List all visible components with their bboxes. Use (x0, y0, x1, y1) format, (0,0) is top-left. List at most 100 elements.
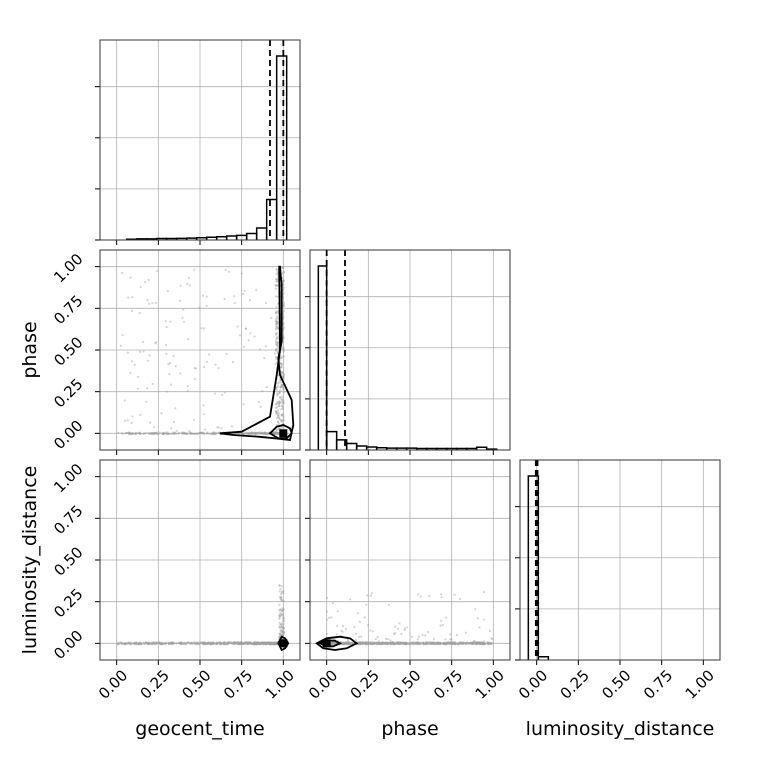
sample-point (255, 642, 258, 646)
sample-point (247, 432, 250, 435)
sample-point (264, 642, 267, 645)
sample-point (275, 305, 278, 308)
sample-point (328, 616, 331, 619)
sample-point (128, 432, 131, 435)
sample-point (155, 269, 159, 272)
sample-point (202, 431, 205, 434)
sample-point (139, 350, 142, 353)
sample-point (274, 410, 278, 413)
sample-point (271, 642, 274, 645)
sample-point (426, 641, 429, 644)
sample-point (403, 627, 407, 630)
sample-point (282, 337, 285, 340)
sample-point (222, 641, 226, 644)
sample-point (177, 642, 180, 645)
sample-point (170, 642, 173, 645)
sample-point (214, 432, 217, 436)
sample-point (126, 642, 129, 645)
sample-point (226, 643, 229, 646)
sample-point (174, 407, 177, 410)
sample-point (124, 643, 127, 646)
sample-point (280, 419, 283, 422)
sample-point (400, 632, 403, 636)
sample-point (238, 334, 242, 337)
sample-point (154, 641, 157, 644)
sample-point (279, 623, 283, 626)
sample-point (279, 613, 282, 617)
sample-point (282, 626, 285, 630)
sample-point (247, 433, 250, 436)
sample-point (264, 345, 267, 348)
sample-point (220, 427, 223, 430)
sample-point (281, 383, 284, 387)
sample-point (241, 432, 244, 435)
sample-point (260, 431, 263, 435)
sample-point (263, 357, 266, 360)
sample-point (168, 642, 171, 645)
sample-point (198, 432, 201, 435)
sample-point (273, 641, 276, 644)
sample-point (274, 283, 278, 286)
sample-point (230, 641, 233, 644)
sample-point (282, 310, 285, 313)
sample-point (430, 642, 434, 646)
sample-point (218, 643, 221, 646)
sample-point (275, 321, 278, 324)
sample-point (144, 281, 147, 284)
sample-point (200, 431, 203, 434)
sample-point (158, 431, 161, 434)
sample-point (279, 623, 282, 626)
sample-point (223, 297, 226, 301)
sample-point (182, 642, 185, 646)
sample-point (223, 643, 226, 646)
sample-point (179, 642, 182, 645)
sample-point (281, 407, 284, 410)
sample-point (277, 415, 280, 418)
sample-point (124, 642, 127, 645)
sample-point (266, 642, 269, 645)
sample-point (223, 643, 226, 646)
sample-point (275, 287, 278, 290)
sample-point (268, 641, 271, 644)
sample-point (280, 598, 283, 601)
sample-point (163, 642, 166, 645)
sample-point (135, 432, 138, 435)
sample-point (275, 431, 278, 434)
sample-point (280, 591, 283, 594)
sample-point (198, 431, 201, 434)
sample-point (139, 413, 142, 416)
sample-point (400, 642, 403, 645)
sample-point (481, 642, 484, 646)
sample-point (282, 355, 285, 358)
sample-point (127, 432, 130, 436)
sample-point (260, 642, 263, 645)
sample-point (275, 320, 278, 323)
sample-point (206, 432, 209, 435)
sample-point (280, 614, 284, 617)
sample-point (282, 328, 285, 331)
sample-point (228, 642, 231, 645)
sample-point (250, 432, 253, 435)
sample-point (261, 642, 264, 645)
sample-point (281, 629, 284, 632)
sample-point (153, 432, 156, 435)
sample-point (380, 643, 383, 646)
sample-point (282, 612, 285, 616)
sample-point (189, 431, 192, 434)
sample-point (444, 643, 447, 646)
sample-point (240, 641, 243, 645)
sample-point (282, 622, 285, 625)
sample-point (200, 641, 203, 644)
sample-point (275, 642, 278, 646)
sample-point (169, 641, 172, 644)
sample-point (256, 432, 259, 435)
sample-point (264, 643, 267, 646)
histogram-bin (345, 442, 358, 450)
sample-point (139, 432, 142, 435)
sample-point (235, 641, 238, 644)
x-tick-label: 0.50 (598, 666, 634, 702)
sample-point (121, 432, 124, 435)
sample-point (160, 641, 163, 644)
sample-point (274, 403, 278, 406)
sample-point (237, 642, 240, 645)
